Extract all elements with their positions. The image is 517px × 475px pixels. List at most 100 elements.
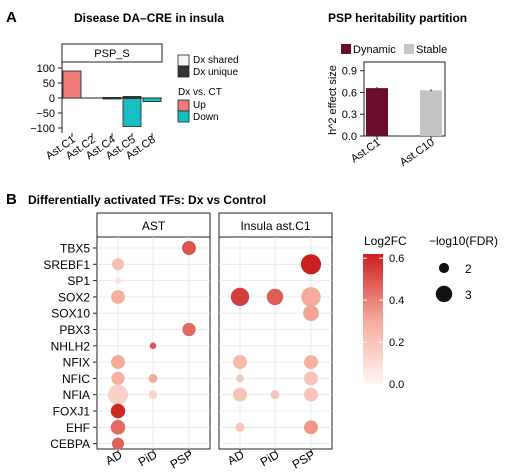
tf-x-labels: AD PiD PSP AD PiD PSP	[103, 447, 317, 471]
tf-dotplot: Differentially activated TFs: Dx vs Cont…	[28, 193, 498, 472]
tf-x-label: PiD	[136, 447, 160, 469]
dacre-bar	[102, 97, 122, 100]
dacre-y-ticks: 100 50 0 −50 −100	[30, 63, 62, 135]
tf-point	[182, 241, 196, 255]
tf-x-label: PSP	[168, 447, 196, 471]
fdr-legend-label: 2	[465, 262, 472, 276]
log2fc-ticks: 0.6 0.4 0.2 0.0	[363, 253, 404, 391]
fdr-legend-title: −log10(FDR)	[429, 234, 498, 248]
legend-label-stable: Stable	[416, 44, 447, 56]
tf-y-label: NFIA	[63, 388, 90, 402]
heritability-y-tick-label: 0.9	[342, 66, 357, 78]
tf-title: Differentially activated TFs: Dx vs Cont…	[28, 193, 266, 207]
legend-key-dx-unique	[177, 65, 190, 78]
tf-y-label: NHLH2	[51, 339, 91, 353]
dacre-fill-legend: Dx vs. CT Up Down	[177, 87, 222, 123]
tf-y-label: SOX2	[58, 290, 90, 304]
fdr-legend-label: 3	[465, 288, 472, 302]
heritability-title: PSP heritability partition	[328, 11, 467, 25]
tf-point	[270, 390, 280, 400]
tf-point	[236, 374, 244, 383]
tf-point	[304, 387, 318, 402]
legend-title-dx-vs-ct: Dx vs. CT	[178, 87, 222, 98]
dacre-bar	[122, 97, 142, 127]
legend-label-down: Down	[193, 112, 219, 123]
dacre-alpha-legend: Dx shared Dx unique	[177, 54, 239, 78]
dacre-bars	[62, 70, 162, 127]
heritability-y-tick-label: 0.6	[342, 87, 357, 99]
tf-point	[110, 420, 126, 435]
panel-label-a: A	[6, 9, 17, 26]
tf-point	[148, 373, 158, 383]
log2fc-tick-label: 0.4	[389, 295, 404, 307]
tf-y-label: SOX10	[51, 307, 90, 321]
legend-label-up: Up	[193, 100, 206, 111]
legend-label-dx-unique: Dx unique	[193, 67, 238, 78]
dacre-y-tick-label: −50	[36, 108, 55, 120]
tf-x-label: AD	[225, 447, 247, 468]
dacre-y-tick-label: −100	[30, 123, 55, 135]
log2fc-tick-label: 0.2	[389, 337, 404, 349]
dacre-title: Disease DA–CRE in insula	[74, 11, 224, 25]
tf-y-label: PBX3	[59, 323, 90, 337]
tf-y-labels: TBX5 SREBF1 SP1 SOX2 SOX10 PBX3 NHLH2 NFIX NFIC N…	[43, 242, 97, 451]
heritability-y-tick-label: 0.0	[342, 131, 357, 143]
tf-x-label: PSP	[290, 447, 318, 471]
tf-point	[304, 355, 318, 370]
tf-y-label: CEBPA	[50, 437, 90, 451]
tf-point	[111, 355, 125, 370]
heritability-bars	[366, 87, 442, 136]
tf-point	[233, 387, 247, 402]
legend-key-dx-shared	[177, 54, 190, 67]
panel-label-b: B	[6, 191, 17, 208]
fdr-items: 23	[435, 262, 472, 303]
legend-key-dynamic	[341, 44, 351, 54]
tf-y-label: NFIX	[63, 356, 90, 370]
tf-point	[111, 258, 125, 271]
dacre-strip-label: PSP_S	[94, 48, 129, 60]
dacre-y-tick-label: 50	[43, 78, 55, 90]
tf-point	[301, 287, 321, 307]
facet-strip-insula	[218, 212, 333, 238]
heritability-y-ticks: 0.0 0.3 0.6 0.9	[342, 66, 364, 143]
heritability-bar	[420, 90, 442, 136]
facet-label-insula: Insula ast.C1	[240, 219, 310, 233]
legend-label-dx-shared: Dx shared	[193, 55, 239, 66]
tf-point	[148, 390, 158, 399]
facet-strip-ast	[96, 212, 211, 238]
tf-y-label: FOXJ1	[53, 405, 91, 419]
tf-point	[235, 422, 245, 432]
tf-point	[182, 322, 196, 337]
log2fc-legend-title: Log2FC	[364, 234, 407, 248]
log2fc-legend: Log2FC 0.6 0.4 0.2 0.0	[363, 234, 407, 391]
tf-y-label: TBX5	[60, 242, 90, 256]
legend-key-stable	[404, 44, 414, 54]
tf-y-label: EHF	[66, 421, 90, 435]
fdr-legend-dot	[438, 262, 450, 274]
heritability-x-ticks: Ast.C1 Ast.C10	[349, 136, 437, 169]
legend-label-dynamic: Dynamic	[353, 44, 396, 56]
heritability-y-label: h^2 effect size	[327, 65, 339, 135]
heritability-y-tick-label: 0.3	[342, 109, 357, 121]
log2fc-tick-label: 0.6	[389, 253, 404, 265]
dacre-bar	[142, 97, 162, 102]
tf-x-label: PiD	[258, 447, 282, 469]
tf-y-label: NFIC	[62, 372, 90, 386]
tf-point	[114, 277, 122, 284]
legend-key-up	[177, 99, 190, 112]
tf-point	[300, 254, 322, 275]
tf-point	[266, 288, 284, 306]
heritability-bar	[366, 88, 388, 136]
heritability-x-tick-label: Ast.C10	[398, 137, 437, 169]
dacre-chart: Disease DA–CRE in insula PSP_S 100 50 0 −50…	[30, 11, 238, 162]
tf-point	[233, 355, 247, 370]
dacre-y-tick-label: 100	[37, 63, 55, 75]
dacre-y-tick-label: 0	[49, 93, 55, 105]
tf-point	[111, 437, 125, 450]
tf-point	[111, 289, 125, 304]
dacre-bar	[62, 70, 82, 99]
tf-point	[230, 287, 250, 307]
dacre-strip	[61, 43, 163, 63]
dacre-bar-unique	[123, 96, 141, 99]
